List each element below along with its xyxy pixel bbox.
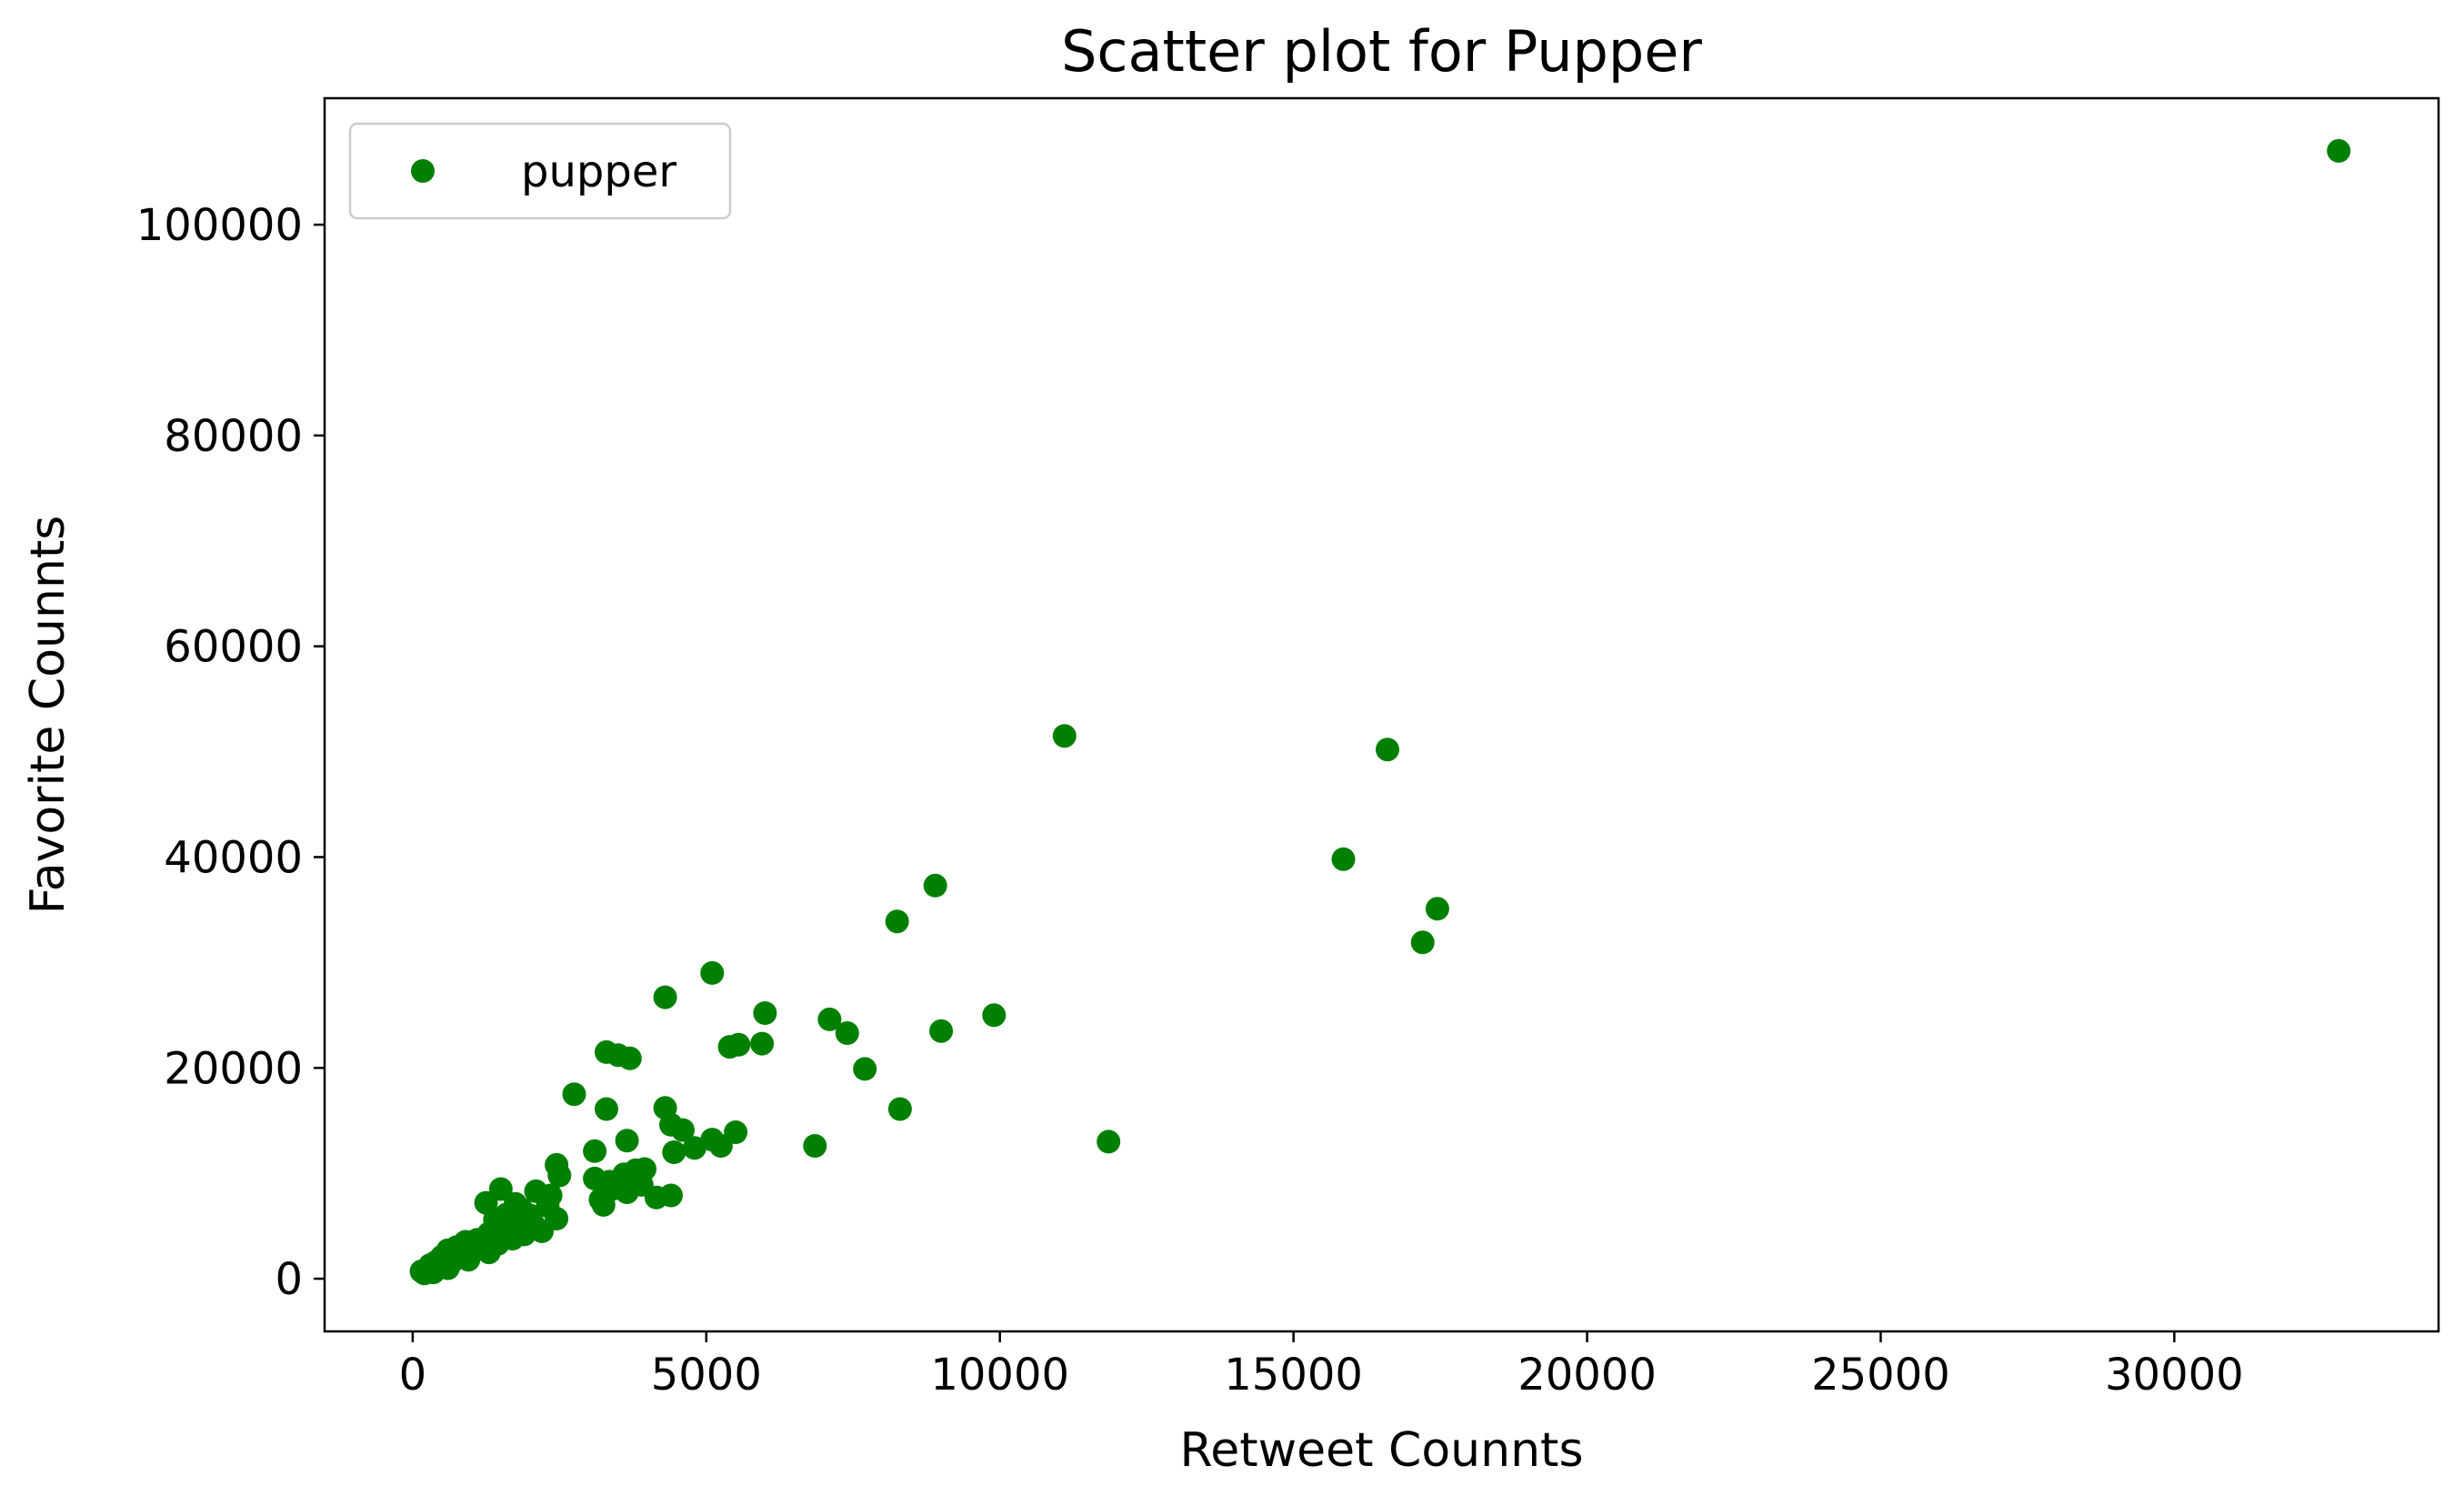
- data-point: [538, 1183, 563, 1208]
- legend-marker: [411, 159, 435, 183]
- data-point: [583, 1139, 607, 1163]
- data-point: [629, 1172, 654, 1197]
- data-point: [595, 1097, 618, 1121]
- chart-title: Scatter plot for Pupper: [1061, 18, 1702, 85]
- data-point: [662, 1140, 686, 1164]
- x-tick-label: 5000: [651, 1350, 762, 1401]
- x-tick-label: 10000: [930, 1350, 1069, 1401]
- data-point: [1425, 897, 1449, 921]
- data-point: [615, 1129, 639, 1153]
- data-point: [853, 1057, 877, 1081]
- y-tick-label: 0: [275, 1254, 303, 1305]
- x-axis-label: Retweet Counnts: [1179, 1423, 1583, 1478]
- y-axis-ticks: 0 20000 40000 60000 80000 100000: [136, 200, 325, 1305]
- x-tick-label: 15000: [1224, 1350, 1363, 1401]
- data-point: [1097, 1130, 1121, 1154]
- data-point: [803, 1134, 827, 1158]
- x-tick-label: 25000: [1811, 1350, 1950, 1401]
- data-point: [1331, 847, 1356, 871]
- data-point: [817, 1007, 842, 1031]
- data-point: [591, 1192, 616, 1217]
- data-point: [929, 1019, 954, 1043]
- y-tick-label: 20000: [164, 1043, 303, 1094]
- y-tick-label: 80000: [164, 411, 303, 462]
- data-point: [1376, 738, 1399, 762]
- data-point: [1052, 724, 1077, 748]
- y-tick-label: 40000: [164, 832, 303, 883]
- y-axis-label: Favorite Counnts: [21, 516, 75, 915]
- y-tick-label: 100000: [136, 200, 303, 251]
- data-point: [708, 1134, 733, 1158]
- data-points: [409, 138, 2351, 1286]
- legend: pupper: [348, 122, 732, 220]
- data-point: [509, 1197, 534, 1221]
- data-point: [483, 1208, 507, 1232]
- y-tick-label: 60000: [164, 622, 303, 673]
- legend-label: pupper: [521, 146, 676, 197]
- data-point: [456, 1248, 481, 1272]
- data-point: [982, 1003, 1007, 1028]
- x-tick-label: 0: [399, 1350, 427, 1401]
- x-tick-label: 30000: [2105, 1350, 2244, 1401]
- data-point: [750, 1031, 775, 1056]
- data-point: [923, 873, 947, 898]
- data-point: [653, 985, 677, 1009]
- data-point: [726, 1032, 751, 1057]
- data-point: [617, 1046, 642, 1070]
- data-point: [1410, 930, 1435, 955]
- data-point: [659, 1183, 683, 1208]
- data-point: [885, 909, 909, 934]
- plot-area: [323, 96, 2440, 1333]
- data-point: [476, 1240, 501, 1265]
- legend-box: [348, 122, 732, 220]
- x-axis-ticks: 0 5000 10000 15000 20000 25000 30000: [399, 1331, 2244, 1401]
- data-point: [835, 1021, 859, 1045]
- data-point: [700, 960, 725, 985]
- data-point: [547, 1163, 572, 1188]
- data-point: [753, 1001, 777, 1025]
- data-point: [682, 1136, 706, 1160]
- data-point: [436, 1256, 460, 1280]
- data-point: [887, 1097, 912, 1121]
- data-point: [562, 1082, 586, 1107]
- x-tick-label: 20000: [1517, 1350, 1657, 1401]
- data-point: [497, 1224, 522, 1249]
- data-point: [2327, 138, 2351, 163]
- data-point: [671, 1118, 695, 1142]
